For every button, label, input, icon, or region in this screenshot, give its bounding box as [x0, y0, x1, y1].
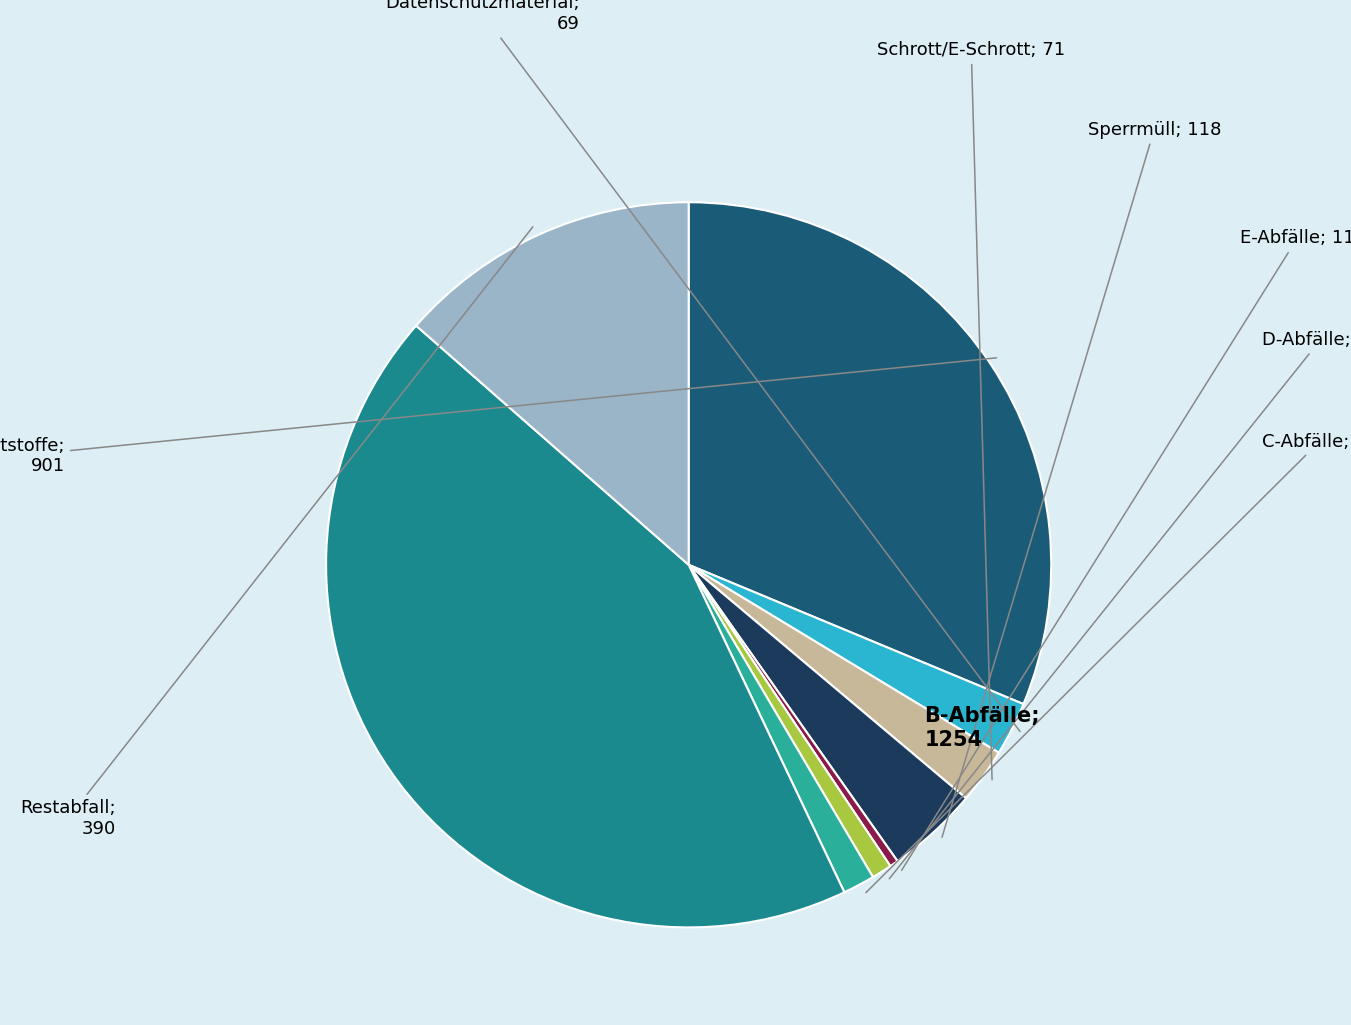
Wedge shape [689, 565, 998, 798]
Text: Schrott/E-Schrott; 71: Schrott/E-Schrott; 71 [877, 41, 1066, 780]
Text: Restabfall;
390: Restabfall; 390 [20, 227, 532, 838]
Wedge shape [689, 202, 1051, 704]
Text: Sperrmüll; 118: Sperrmüll; 118 [942, 121, 1221, 837]
Text: D-Abfälle; 26: D-Abfälle; 26 [889, 331, 1351, 878]
Text: E-Abfälle; 11: E-Abfälle; 11 [901, 230, 1351, 870]
Text: B-Abfälle;
1254: B-Abfälle; 1254 [924, 706, 1040, 749]
Text: C-Abfälle; 41: C-Abfälle; 41 [866, 433, 1351, 893]
Text: Wertstoffe;
901: Wertstoffe; 901 [0, 358, 997, 476]
Wedge shape [689, 565, 890, 877]
Wedge shape [689, 565, 966, 861]
Wedge shape [689, 565, 873, 893]
Wedge shape [689, 565, 1024, 752]
Wedge shape [689, 565, 897, 866]
Wedge shape [416, 202, 689, 565]
Wedge shape [326, 326, 844, 928]
Text: Datenschutzmaterial;
69: Datenschutzmaterial; 69 [385, 0, 1020, 732]
